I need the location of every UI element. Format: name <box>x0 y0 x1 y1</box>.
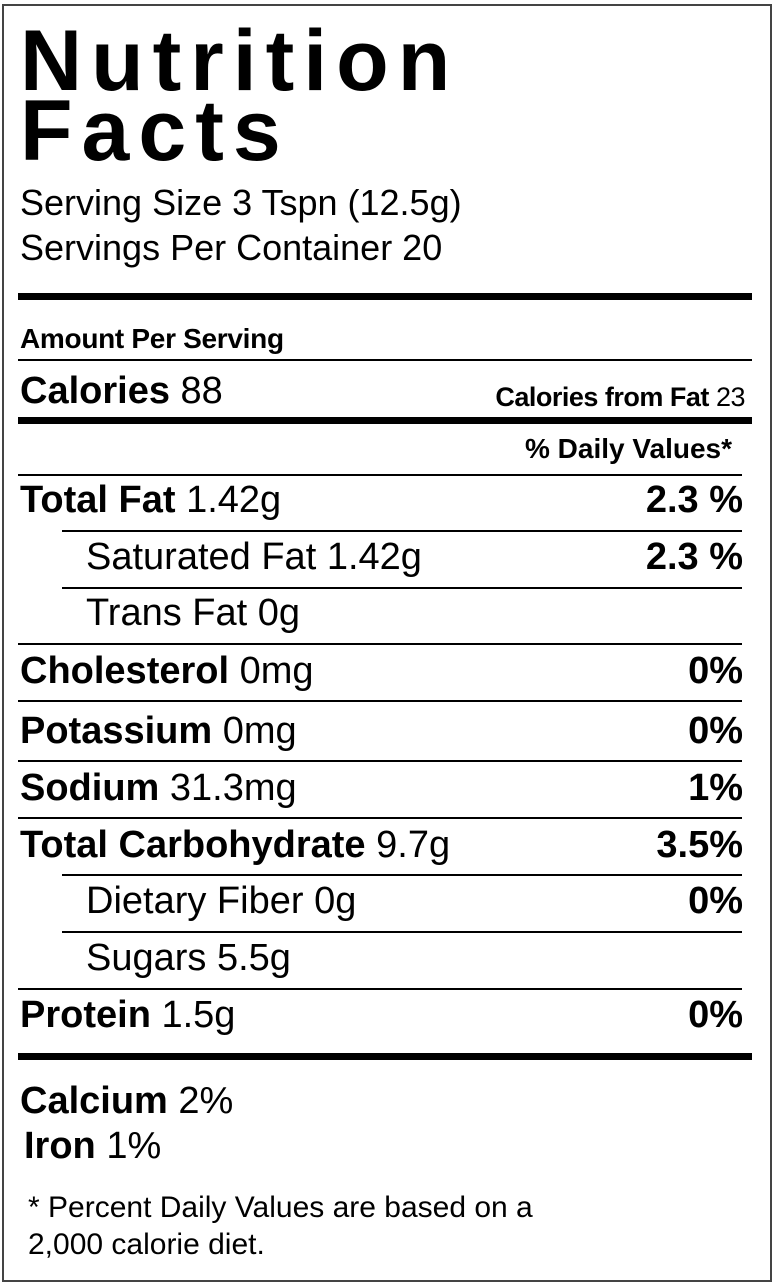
calories-from-fat-label: Calories from Fat <box>495 382 709 412</box>
label-border <box>2 4 772 1282</box>
nutrient-name: Trans Fat 0g <box>86 594 300 632</box>
nutrient-amount: 1.42g <box>326 536 422 578</box>
nutrient-amount: 0mg <box>222 710 297 752</box>
nutrient-name: Total Carbohydrate 9.7g <box>20 826 450 864</box>
nutrient-label: Dietary Fiber <box>86 880 304 922</box>
vitamin-label: Iron <box>24 1125 96 1167</box>
nutrient-label: Potassium <box>20 710 213 752</box>
divider <box>62 587 742 589</box>
nutrient-amount: 0mg <box>239 650 314 692</box>
vitamin-calcium: Calcium 2% <box>20 1082 233 1120</box>
nutrient-row: Total Carbohydrate 9.7g 3.5% <box>0 826 776 866</box>
nutrient-percent: 0% <box>688 710 743 752</box>
nutrient-percent: 1% <box>688 767 743 809</box>
nutrient-percent: 3.5% <box>656 824 743 866</box>
title-nutrition: Nutrition <box>20 13 460 109</box>
vitamin-value: 2% <box>178 1080 234 1122</box>
nutrient-row: Cholesterol 0mg 0% <box>0 652 776 692</box>
thick-divider <box>18 1053 752 1060</box>
thick-divider <box>18 293 752 300</box>
nutrient-percent: 0% <box>688 880 743 922</box>
nutrient-label: Cholesterol <box>20 650 230 692</box>
nutrient-label: Sugars <box>86 937 207 979</box>
nutrient-name: Sodium 31.3mg <box>20 769 297 807</box>
calories-row: Calories 88 <box>20 372 223 410</box>
nutrient-row: Saturated Fat 1.42g 2.3 % <box>0 538 776 578</box>
divider <box>18 643 742 645</box>
divider <box>18 760 742 762</box>
calories-value: 88 <box>180 370 223 412</box>
nutrient-name: Dietary Fiber 0g <box>86 882 356 920</box>
nutrient-amount: 0g <box>257 592 301 634</box>
footnote-line-2: 2,000 calorie diet. <box>28 1228 265 1261</box>
nutrient-percent: 2.3 % <box>645 479 743 521</box>
vitamin-label: Calcium <box>20 1080 168 1122</box>
nutrient-amount: 5.5g <box>216 937 291 979</box>
divider <box>18 474 742 476</box>
nutrient-row: Potassium 0mg 0% <box>0 712 776 752</box>
divider <box>18 700 742 702</box>
amount-per-serving: Amount Per Serving <box>20 323 284 354</box>
nutrient-row: Sugars 5.5g <box>0 939 776 979</box>
nutrient-percent: 0% <box>688 994 743 1036</box>
thick-divider <box>18 417 752 424</box>
vitamin-iron: Iron 1% <box>24 1127 161 1165</box>
calories-label: Calories <box>20 370 170 412</box>
nutrient-label: Total Fat <box>20 479 176 521</box>
nutrient-name: Saturated Fat 1.42g <box>86 538 422 576</box>
nutrient-row: Protein 1.5g 0% <box>0 996 776 1036</box>
divider <box>62 874 742 876</box>
calories-from-fat-value: 23 <box>715 382 746 412</box>
footnote-line-1: * Percent Daily Values are based on a <box>28 1191 533 1224</box>
nutrient-amount: 0g <box>314 880 357 922</box>
calories-from-fat: Calories from Fat 23 <box>495 384 745 411</box>
nutrient-amount: 1.5g <box>161 994 236 1036</box>
nutrient-label: Sodium <box>20 767 160 809</box>
divider <box>18 817 742 819</box>
nutrient-percent: 0% <box>688 650 743 692</box>
nutrient-name: Total Fat 1.42g <box>20 481 281 519</box>
nutrient-name: Sugars 5.5g <box>86 939 291 977</box>
nutrient-row: Trans Fat 0g <box>0 594 776 634</box>
nutrient-label: Total Carbohydrate <box>20 824 366 866</box>
serving-size: Serving Size 3 Tspn (12.5g) <box>20 182 462 223</box>
daily-values-header: % Daily Values* <box>524 433 732 464</box>
divider <box>62 530 742 532</box>
nutrient-amount: 1.42g <box>186 479 282 521</box>
divider <box>18 988 742 990</box>
nutrient-amount: 31.3mg <box>169 767 297 809</box>
nutrient-row: Sodium 31.3mg 1% <box>0 769 776 809</box>
vitamin-value: 1% <box>106 1125 162 1167</box>
nutrient-row: Dietary Fiber 0g 0% <box>0 882 776 922</box>
nutrient-percent: 2.3 % <box>645 536 743 578</box>
nutrient-amount: 9.7g <box>376 824 451 866</box>
nutrient-row: Total Fat 1.42g 2.3 % <box>0 481 776 521</box>
nutrient-label: Saturated Fat <box>86 536 317 578</box>
nutrient-name: Cholesterol 0mg <box>20 652 314 690</box>
nutrient-name: Potassium 0mg <box>20 712 297 750</box>
nutrient-label: Trans Fat <box>86 592 248 634</box>
divider <box>18 359 752 361</box>
nutrient-label: Protein <box>20 994 151 1036</box>
title-facts: Facts <box>20 83 290 179</box>
nutrient-name: Protein 1.5g <box>20 996 235 1034</box>
servings-per-container: Servings Per Container 20 <box>20 227 443 268</box>
divider <box>62 931 742 933</box>
